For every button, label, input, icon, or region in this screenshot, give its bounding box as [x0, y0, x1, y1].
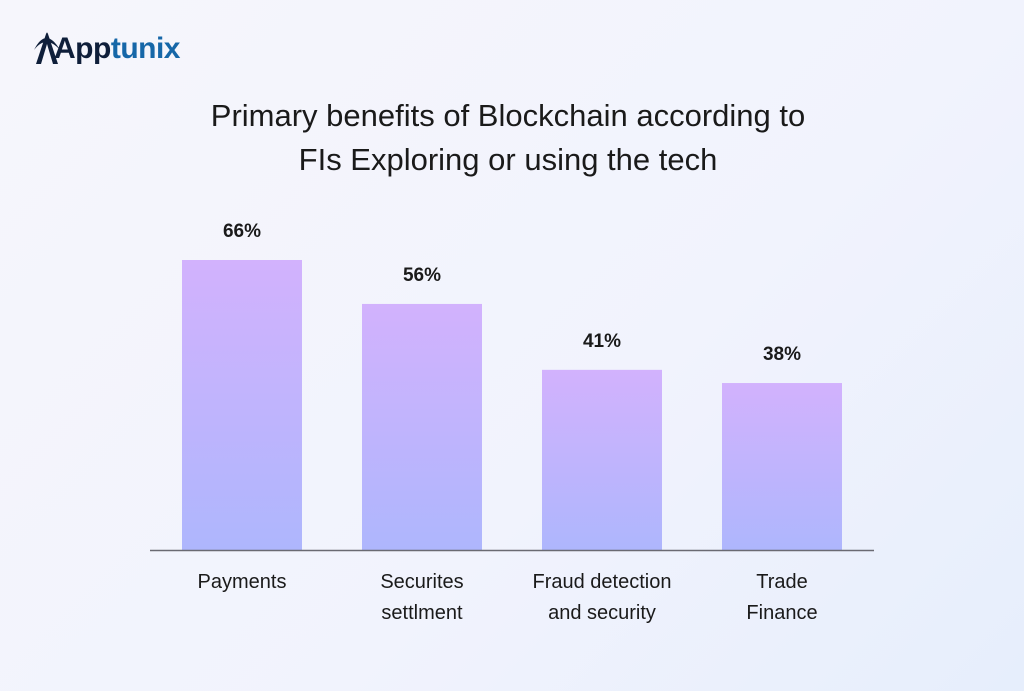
data-label: 56%	[403, 265, 441, 286]
data-label: 38%	[763, 344, 801, 365]
apptunix-logo: App tunix	[34, 30, 181, 66]
bar-3	[722, 383, 842, 550]
logo-mark-icon	[34, 32, 60, 64]
category-label: Fraud detection	[533, 571, 672, 593]
chart-title: Primary benefits of Blockchain according…	[210, 98, 806, 177]
category-label: and security	[548, 602, 656, 624]
data-label: 41%	[583, 331, 621, 352]
bar-2	[542, 369, 662, 550]
bar-0	[182, 260, 302, 550]
category-label: Finance	[746, 602, 817, 624]
data-label: 66%	[223, 221, 261, 242]
category-label: Trade	[756, 571, 808, 593]
bar-1	[362, 303, 482, 550]
category-label: Securites	[380, 571, 463, 593]
category-label: settlment	[381, 602, 463, 624]
category-label: Payments	[198, 571, 287, 593]
